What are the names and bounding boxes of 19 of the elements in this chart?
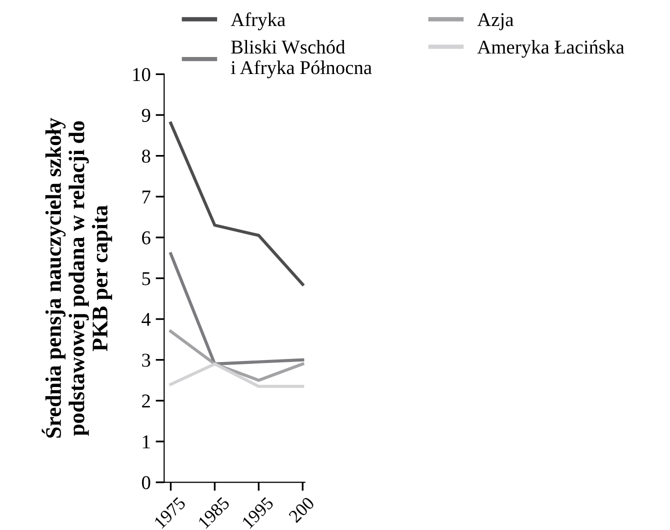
line-series [169, 252, 304, 366]
y-tick-label: 2 [142, 394, 150, 408]
y-tick-label: 7 [142, 190, 150, 204]
legend-label: Afryka [230, 12, 286, 30]
y-tick-label: 4 [142, 313, 151, 326]
y-tick-label: 1 [142, 435, 150, 448]
line-series [169, 122, 304, 286]
y-tick-label: 3 [142, 354, 150, 367]
legend-label: Azja [477, 13, 514, 30]
x-tick-label: 200 [288, 496, 315, 524]
y-tick-label: 8 [142, 150, 150, 163]
y-tick-label: 9 [142, 108, 150, 122]
y-tick-label: 0 [142, 476, 150, 490]
y-tick-label: 5 [142, 272, 150, 286]
y-axis-title: Średnia pensja nauczyciela szkoły podstawowej podana w relacji do PKB per capita [42, 118, 112, 438]
legend-label: Ameryka Łacińska [477, 40, 624, 58]
y-tick-label: 6 [142, 231, 150, 244]
y-tick-label: 10 [133, 68, 150, 82]
legend-label: Bliski Wschód i Afryka Północna [230, 40, 372, 78]
